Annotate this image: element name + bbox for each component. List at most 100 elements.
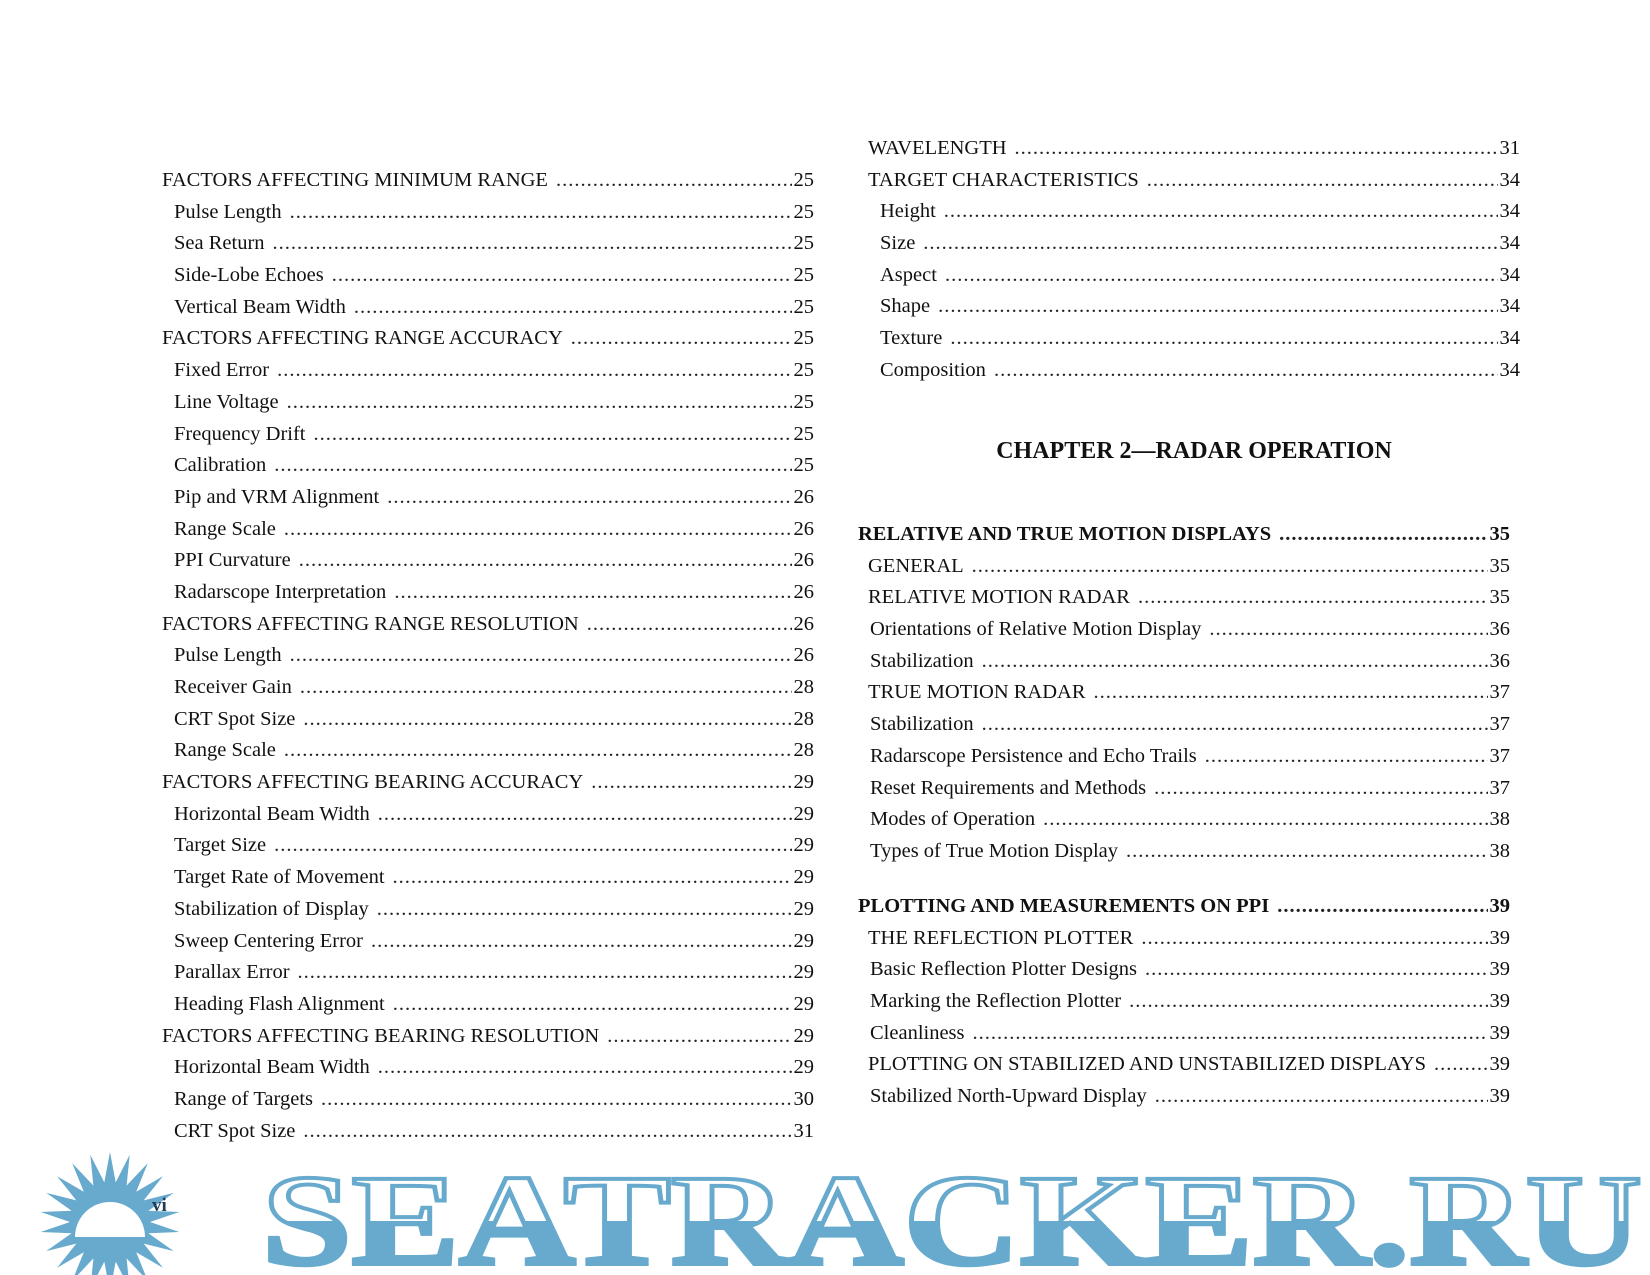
toc-entry[interactable]: FACTORS AFFECTING BEARING RESOLUTION 29 bbox=[162, 1021, 814, 1053]
dot-leader bbox=[1434, 1049, 1488, 1081]
toc-entry[interactable]: Basic Reflection Plotter Designs 39 bbox=[858, 954, 1510, 986]
toc-entry[interactable]: RELATIVE MOTION RADAR 35 bbox=[858, 582, 1510, 614]
toc-entry[interactable]: Aspect 34 bbox=[868, 260, 1520, 292]
toc-entry[interactable]: Radarscope Interpretation 26 bbox=[162, 577, 814, 609]
toc-entry[interactable]: TRUE MOTION RADAR 37 bbox=[858, 677, 1510, 709]
toc-entry-page: 35 bbox=[1489, 554, 1511, 577]
toc-entry[interactable]: GENERAL 35 bbox=[858, 551, 1510, 583]
toc-entry[interactable]: Range of Targets 30 bbox=[162, 1084, 814, 1116]
toc-entry[interactable]: Cleanliness 39 bbox=[858, 1018, 1510, 1050]
dot-leader bbox=[556, 165, 792, 197]
toc-entry[interactable]: Stabilized North-Upward Display 39 bbox=[858, 1081, 1510, 1113]
toc-entry[interactable]: PPI Curvature 26 bbox=[162, 545, 814, 577]
page-number: vi bbox=[152, 1195, 167, 1216]
toc-entry[interactable]: Reset Requirements and Methods 37 bbox=[858, 773, 1510, 805]
toc-entry-page: 39 bbox=[1489, 958, 1511, 981]
toc-entry[interactable]: Stabilization 36 bbox=[858, 646, 1510, 678]
dot-leader bbox=[290, 197, 792, 229]
dot-leader bbox=[607, 1021, 791, 1053]
toc-entry-title: Frequency Drift bbox=[174, 422, 306, 445]
toc-entry[interactable]: Pulse Length 25 bbox=[162, 197, 814, 229]
toc-entry[interactable]: Sea Return 25 bbox=[162, 228, 814, 260]
watermark-logo: SEATRACKER.RU bbox=[40, 1152, 1644, 1275]
dot-leader bbox=[1015, 133, 1498, 165]
toc-entry-page: 34 bbox=[1499, 295, 1521, 318]
dot-leader bbox=[1155, 1081, 1488, 1113]
toc-entry[interactable]: Height 34 bbox=[868, 196, 1520, 228]
toc-entry[interactable]: RELATIVE AND TRUE MOTION DISPLAYS 35 bbox=[858, 519, 1510, 551]
toc-entry[interactable]: FACTORS AFFECTING RANGE RESOLUTION 26 bbox=[162, 609, 814, 641]
toc-entry-page: 25 bbox=[793, 390, 815, 413]
toc-entry-page: 25 bbox=[793, 295, 815, 318]
toc-entry[interactable]: Horizontal Beam Width 29 bbox=[162, 799, 814, 831]
toc-entry[interactable]: CRT Spot Size 31 bbox=[162, 1116, 814, 1148]
dot-leader bbox=[273, 228, 792, 260]
toc-entry-page: 38 bbox=[1489, 808, 1511, 831]
toc-entry-page: 25 bbox=[793, 200, 815, 223]
toc-entry[interactable]: Radarscope Persistence and Echo Trails 37 bbox=[858, 741, 1510, 773]
dot-leader bbox=[587, 609, 792, 641]
toc-entry[interactable]: PLOTTING ON STABILIZED AND UNSTABILIZED … bbox=[858, 1049, 1510, 1081]
dot-leader bbox=[284, 514, 792, 546]
toc-entry[interactable]: Stabilization of Display 29 bbox=[162, 894, 814, 926]
toc-entry-title: RELATIVE MOTION RADAR bbox=[868, 586, 1130, 609]
toc-entry[interactable]: Calibration 25 bbox=[162, 450, 814, 482]
toc-entry[interactable]: Range Scale 26 bbox=[162, 514, 814, 546]
toc-entry[interactable]: Heading Flash Alignment 29 bbox=[162, 989, 814, 1021]
dot-leader bbox=[944, 196, 1498, 228]
toc-entry-page: 35 bbox=[1489, 523, 1511, 545]
toc-entry-title: Pip and VRM Alignment bbox=[174, 485, 380, 508]
toc-entry[interactable]: TARGET CHARACTERISTICS 34 bbox=[868, 165, 1520, 197]
toc-entry[interactable]: Stabilization 37 bbox=[858, 709, 1510, 741]
toc-entry[interactable]: Line Voltage 25 bbox=[162, 387, 814, 419]
toc-entry[interactable]: Horizontal Beam Width 29 bbox=[162, 1052, 814, 1084]
toc-entry[interactable]: Receiver Gain 28 bbox=[162, 672, 814, 704]
dot-leader bbox=[1126, 836, 1488, 868]
toc-entry[interactable]: Side-Lobe Echoes 25 bbox=[162, 260, 814, 292]
toc-entry[interactable]: WAVELENGTH 31 bbox=[868, 133, 1520, 165]
toc-entry-page: 29 bbox=[793, 802, 815, 825]
toc-entry[interactable]: THE REFLECTION PLOTTER 39 bbox=[858, 923, 1510, 955]
toc-entry[interactable]: Modes of Operation 38 bbox=[858, 804, 1510, 836]
toc-entry[interactable]: CRT Spot Size 28 bbox=[162, 704, 814, 736]
toc-entry-page: 26 bbox=[793, 580, 815, 603]
toc-entry[interactable]: Sweep Centering Error 29 bbox=[162, 926, 814, 958]
toc-entry-title: Types of True Motion Display bbox=[870, 839, 1118, 862]
toc-entry[interactable]: Orientations of Relative Motion Display 3… bbox=[858, 614, 1510, 646]
toc-right-column-middle: RELATIVE AND TRUE MOTION DISPLAYS35GENER… bbox=[858, 519, 1510, 868]
toc-entry[interactable]: PLOTTING AND MEASUREMENTS ON PPI 39 bbox=[858, 891, 1510, 923]
toc-entry-title: Composition bbox=[880, 358, 986, 381]
toc-entry[interactable]: FACTORS AFFECTING MINIMUM RANGE 25 bbox=[162, 165, 814, 197]
toc-entry[interactable]: Size 34 bbox=[868, 228, 1520, 260]
toc-entry-title: Target Size bbox=[174, 834, 267, 857]
toc-entry[interactable]: Fixed Error 25 bbox=[162, 355, 814, 387]
toc-entry[interactable]: FACTORS AFFECTING RANGE ACCURACY 25 bbox=[162, 323, 814, 355]
toc-entry-title: Range Scale bbox=[174, 739, 276, 762]
toc-entry-title: Radarscope Interpretation bbox=[174, 580, 387, 603]
toc-entry-title: Line Voltage bbox=[174, 390, 279, 413]
toc-entry[interactable]: Frequency Drift 25 bbox=[162, 419, 814, 451]
dot-leader bbox=[300, 672, 792, 704]
toc-entry[interactable]: Vertical Beam Width 25 bbox=[162, 292, 814, 324]
toc-entry[interactable]: Parallax Error 29 bbox=[162, 957, 814, 989]
toc-entry-page: 29 bbox=[793, 929, 815, 952]
toc-entry-page: 26 bbox=[793, 485, 815, 508]
toc-entry-page: 25 bbox=[793, 422, 815, 445]
toc-entry[interactable]: FACTORS AFFECTING BEARING ACCURACY 29 bbox=[162, 767, 814, 799]
toc-entry[interactable]: Types of True Motion Display 38 bbox=[858, 836, 1510, 868]
dot-leader bbox=[591, 767, 791, 799]
toc-entry[interactable]: Composition 34 bbox=[868, 355, 1520, 387]
toc-entry[interactable]: Marking the Reflection Plotter 39 bbox=[858, 986, 1510, 1018]
toc-entry-page: 29 bbox=[793, 1024, 815, 1047]
toc-entry[interactable]: Target Size 29 bbox=[162, 830, 814, 862]
toc-entry[interactable]: Range Scale 28 bbox=[162, 735, 814, 767]
toc-entry[interactable]: Texture 34 bbox=[868, 323, 1520, 355]
dot-leader bbox=[571, 323, 792, 355]
toc-entry[interactable]: Target Rate of Movement 29 bbox=[162, 862, 814, 894]
toc-entry[interactable]: Pip and VRM Alignment 26 bbox=[162, 482, 814, 514]
dot-leader bbox=[1145, 954, 1487, 986]
chapter-heading: CHAPTER 2—RADAR OPERATION bbox=[996, 438, 1392, 464]
toc-entry[interactable]: Shape 34 bbox=[868, 291, 1520, 323]
toc-entry-title: Range of Targets bbox=[174, 1087, 313, 1110]
toc-entry[interactable]: Pulse Length 26 bbox=[162, 640, 814, 672]
